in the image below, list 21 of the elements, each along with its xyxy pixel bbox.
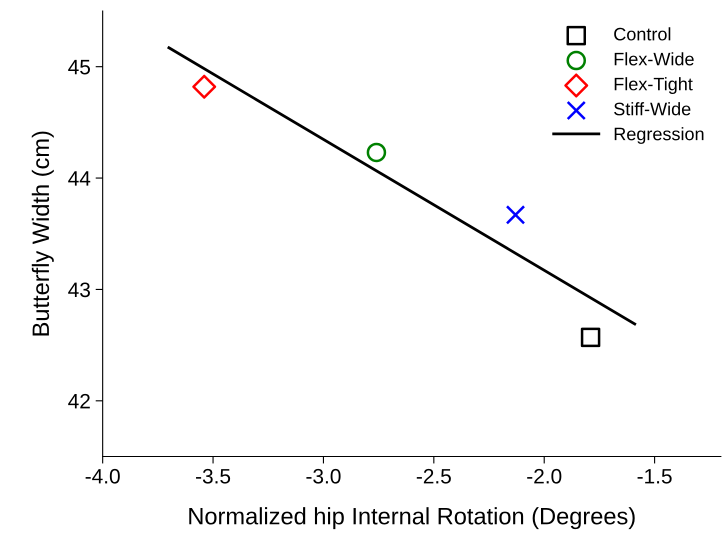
y-tick-label: 43: [68, 282, 90, 298]
y-tick-label: 44: [68, 171, 90, 186]
y-tick-label: 42: [68, 394, 90, 408]
legend-label: Flex-Tight: [614, 77, 693, 94]
legend-label: Flex-Wide: [614, 52, 694, 66]
x-tick-label: -2.0: [527, 468, 562, 484]
legend-label: Control: [614, 27, 670, 41]
point: [506, 205, 526, 225]
x-tick-label: -2.5: [416, 468, 451, 484]
legend-label: Stiff-Wide: [614, 102, 690, 116]
legend-label: Regression: [614, 127, 704, 144]
x-tick-label: -4.0: [86, 468, 120, 484]
y-tick-label: 45: [68, 60, 90, 74]
x-axis-title: Normalized hip Internal Rotation (Degrees): [189, 507, 635, 530]
x-tick-label: -3.0: [306, 468, 341, 484]
x-tick-label: -3.5: [196, 468, 230, 484]
y-axis-title: Butterfly Width (cm): [32, 132, 54, 336]
point: [366, 142, 386, 162]
point: [192, 74, 216, 99]
point: [580, 328, 600, 348]
x-tick-label: -1.5: [638, 469, 672, 484]
